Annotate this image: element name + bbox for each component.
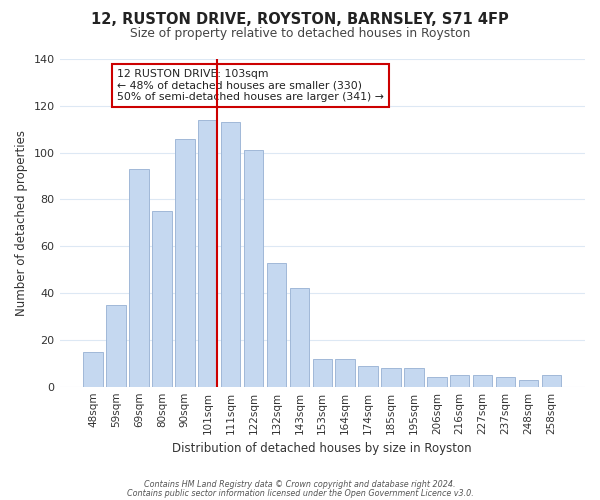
Bar	[175, 138, 194, 386]
Bar	[83, 352, 103, 386]
Y-axis label: Number of detached properties: Number of detached properties	[15, 130, 28, 316]
Bar	[427, 378, 446, 386]
Bar	[267, 262, 286, 386]
Bar	[542, 375, 561, 386]
Bar	[473, 375, 493, 386]
Text: 12, RUSTON DRIVE, ROYSTON, BARNSLEY, S71 4FP: 12, RUSTON DRIVE, ROYSTON, BARNSLEY, S71…	[91, 12, 509, 28]
Bar	[496, 378, 515, 386]
Bar	[358, 366, 378, 386]
Bar	[152, 211, 172, 386]
Text: 12 RUSTON DRIVE: 103sqm
← 48% of detached houses are smaller (330)
50% of semi-d: 12 RUSTON DRIVE: 103sqm ← 48% of detache…	[118, 69, 384, 102]
Bar	[290, 288, 309, 386]
Bar	[335, 358, 355, 386]
Bar	[106, 305, 126, 386]
X-axis label: Distribution of detached houses by size in Royston: Distribution of detached houses by size …	[172, 442, 472, 455]
Text: Contains public sector information licensed under the Open Government Licence v3: Contains public sector information licen…	[127, 490, 473, 498]
Bar	[313, 358, 332, 386]
Bar	[221, 122, 241, 386]
Bar	[450, 375, 469, 386]
Bar	[244, 150, 263, 386]
Bar	[129, 169, 149, 386]
Bar	[198, 120, 217, 386]
Bar	[381, 368, 401, 386]
Text: Size of property relative to detached houses in Royston: Size of property relative to detached ho…	[130, 28, 470, 40]
Text: Contains HM Land Registry data © Crown copyright and database right 2024.: Contains HM Land Registry data © Crown c…	[144, 480, 456, 489]
Bar	[404, 368, 424, 386]
Bar	[519, 380, 538, 386]
